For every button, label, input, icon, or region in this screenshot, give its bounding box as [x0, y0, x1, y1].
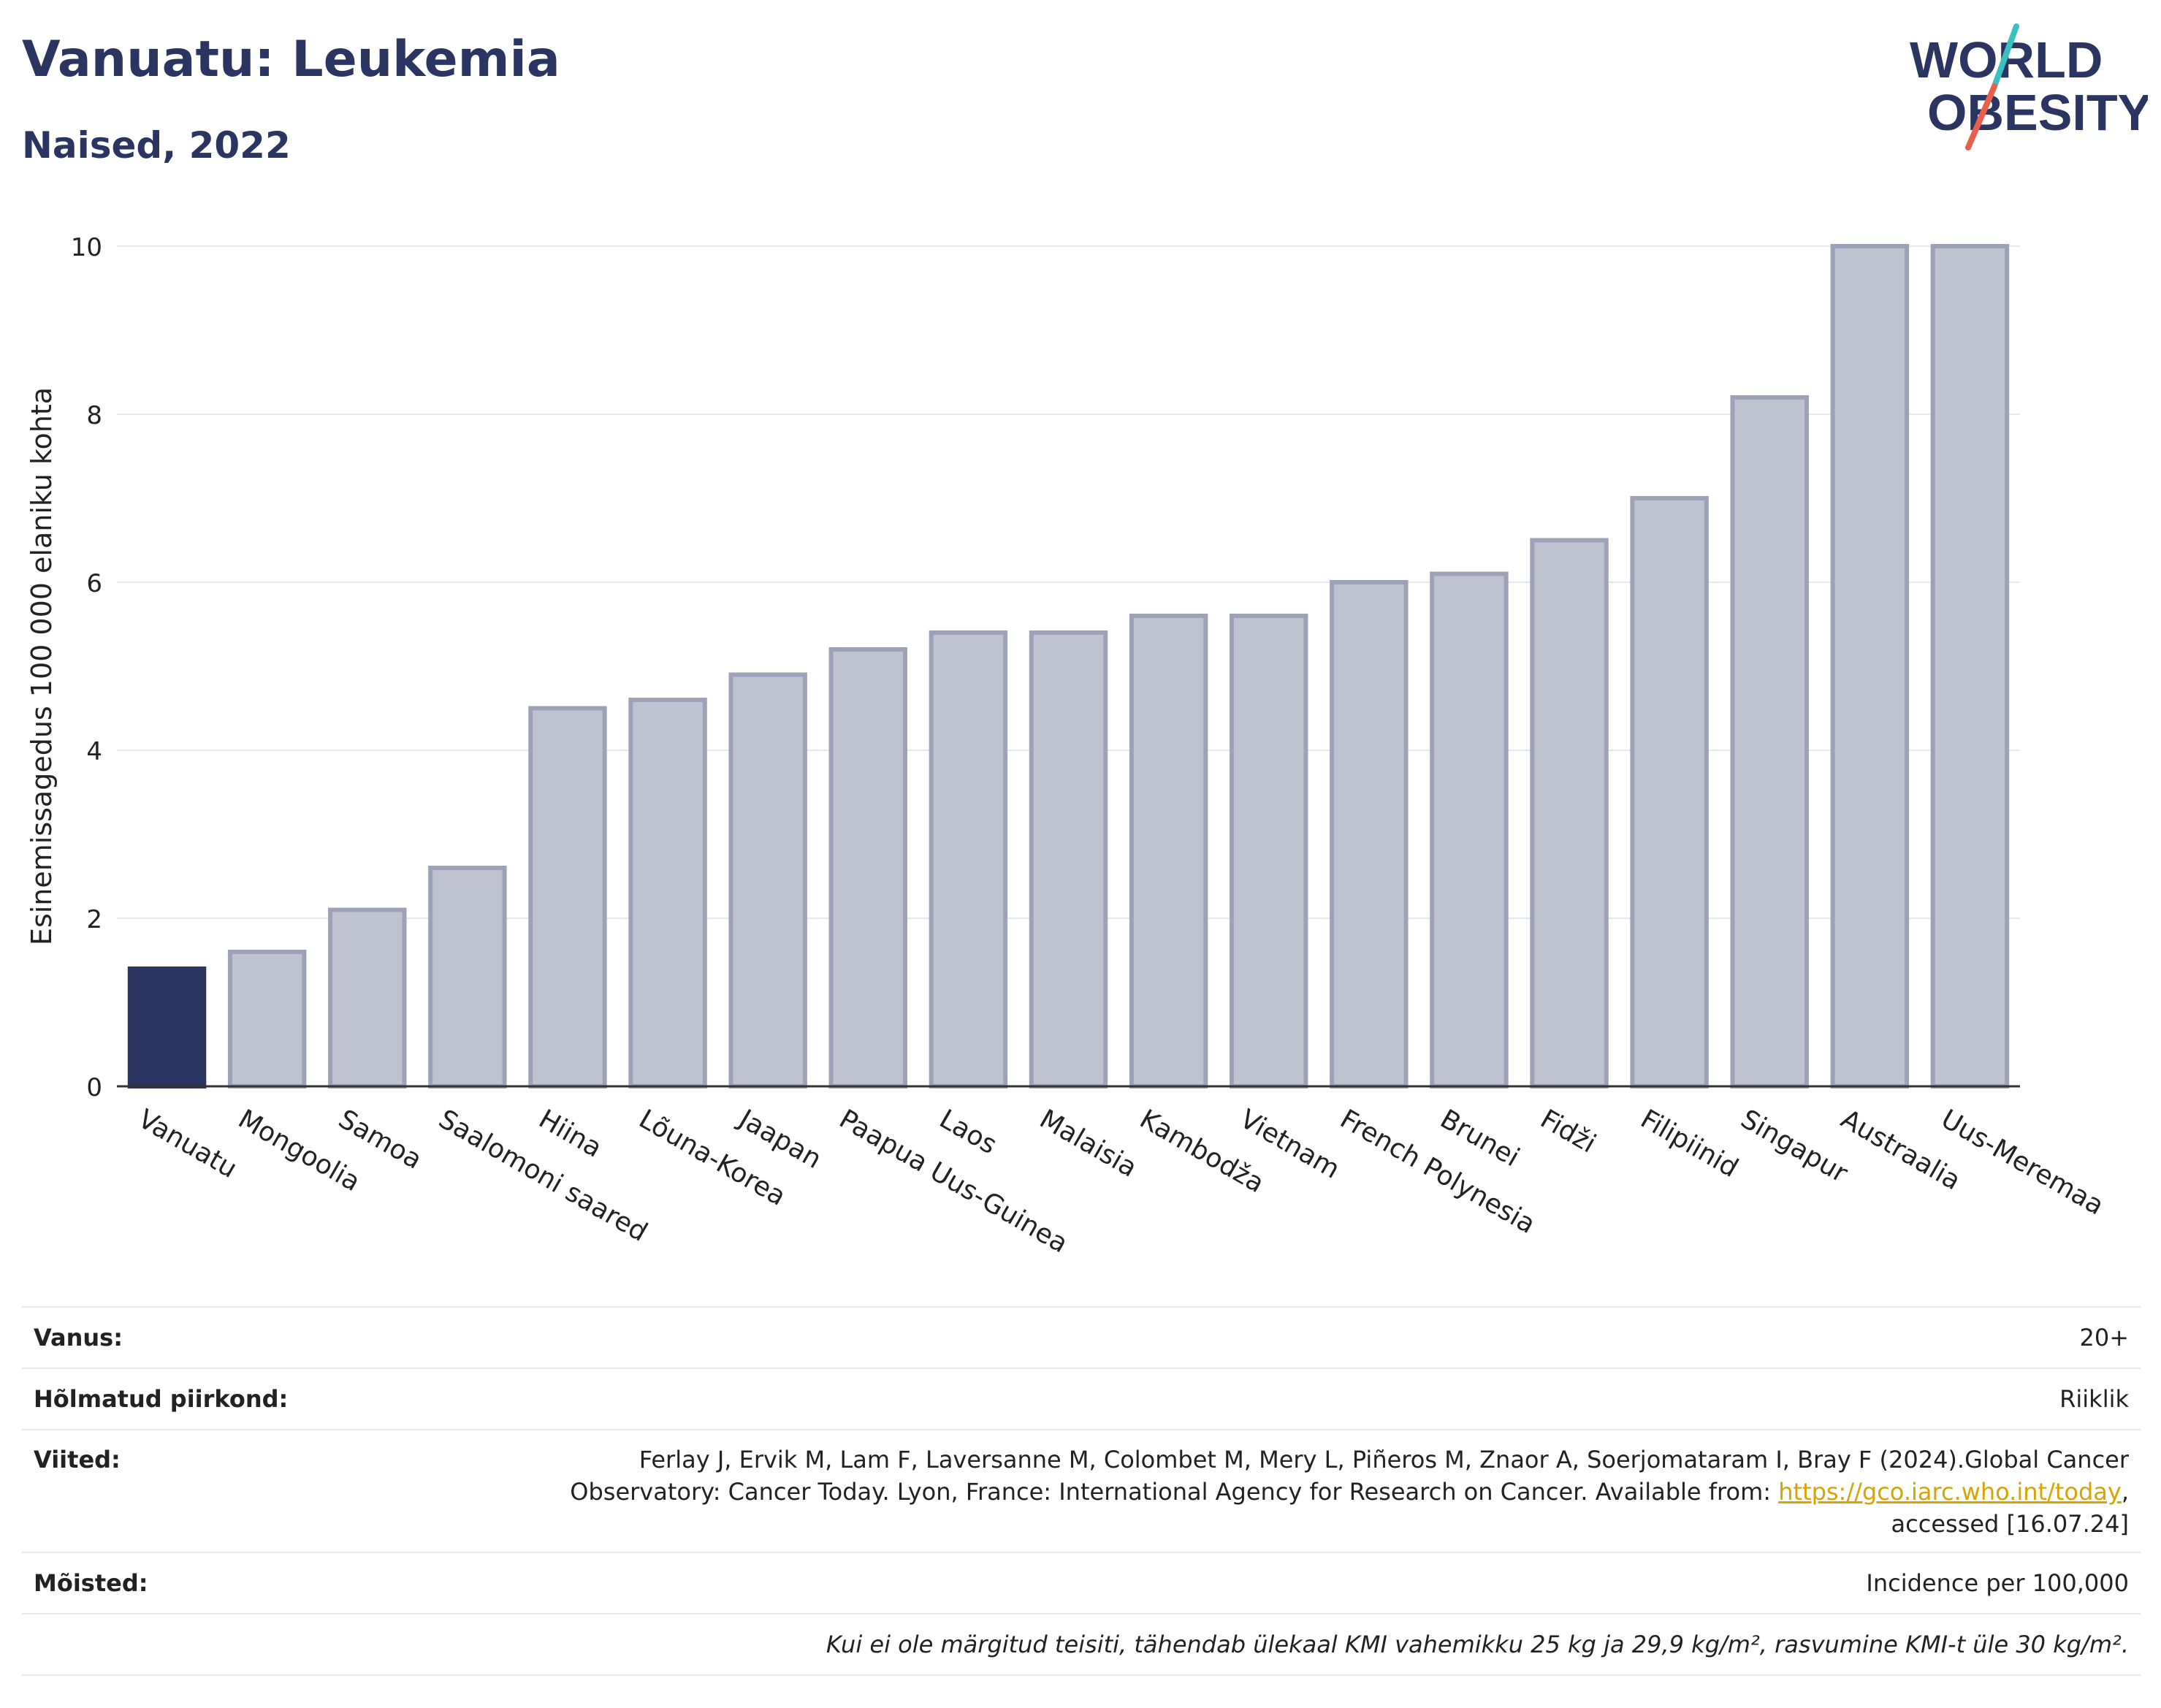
reference-line-2: Observatory: Cancer Today. Lyon, France:…: [570, 1478, 1779, 1506]
bar-fid-i: [1530, 538, 1609, 1089]
info-row-definitions: Mõisted: Incidence per 100,000: [22, 1552, 2141, 1613]
x-tick-label: Singapur: [1736, 1104, 1853, 1189]
info-table: Vanus: 20+ Hõlmatud piirkond: Riiklik Vi…: [22, 1306, 2141, 1676]
logo-text-obesity: OBESITY: [1927, 84, 2148, 141]
y-tick-label: 2: [86, 905, 102, 934]
logo-slash-red: [1965, 83, 1997, 150]
info-label-references: Viited:: [34, 1446, 121, 1473]
bars: [127, 244, 2010, 1089]
info-value-definitions: Incidence per 100,000: [1866, 1569, 2129, 1597]
y-tick-label: 6: [86, 569, 102, 598]
y-tick-label: 8: [86, 401, 102, 430]
y-tick-label: 10: [71, 233, 102, 262]
info-note: Kui ei ole märgitud teisiti, tähendab ül…: [826, 1631, 2129, 1658]
info-row-region: Hõlmatud piirkond: Riiklik: [22, 1368, 2141, 1429]
bar-french-polynesia: [1330, 580, 1409, 1089]
bar-uus-meremaa: [1930, 244, 2010, 1089]
bar-malaisia: [1029, 630, 1108, 1089]
bar-vietnam: [1229, 614, 1308, 1089]
info-label-region: Hõlmatud piirkond:: [34, 1385, 289, 1413]
logo-slash-teal: [1992, 23, 2019, 89]
x-tick-label: Hiina: [533, 1104, 606, 1163]
x-tick-label: Fidži: [1536, 1104, 1601, 1159]
x-tick-label: Uus-Meremaa: [1936, 1104, 2109, 1221]
bar-laos: [929, 630, 1008, 1089]
x-tick-label: Laos: [934, 1104, 1002, 1160]
bar-mongoolia: [227, 950, 307, 1089]
info-row-note: Kui ei ole märgitud teisiti, tähendab ül…: [22, 1613, 2141, 1676]
bar-filipiinid: [1630, 496, 1709, 1089]
bar-jaapan: [728, 672, 807, 1089]
bar-singapur: [1730, 395, 1809, 1089]
info-value-region: Riiklik: [2059, 1385, 2129, 1413]
bar-samoa: [328, 907, 407, 1089]
x-tick-label: Malaisia: [1034, 1104, 1142, 1183]
info-row-age: Vanus: 20+: [22, 1306, 2141, 1368]
chart-title: Vanuatu: Leukemia: [22, 31, 560, 88]
info-row-references: Viited: Ferlay J, Ervik M, Lam F, Lavers…: [22, 1429, 2141, 1552]
reference-line-3: accessed [16.07.24]: [1891, 1510, 2129, 1538]
info-value-references: Ferlay J, Ervik M, Lam F, Laversanne M, …: [570, 1444, 2141, 1540]
info-value-age: 20+: [2079, 1324, 2129, 1351]
x-tick-label: Vanuatu: [133, 1104, 242, 1184]
bar-brunei: [1430, 571, 1509, 1089]
info-label-definitions: Mõisted:: [34, 1569, 148, 1597]
bar-hiina: [528, 706, 607, 1089]
chart-subtitle: Naised, 2022: [22, 124, 291, 167]
x-tick-label: Filipiinid: [1636, 1104, 1743, 1183]
bar-l-una-korea: [628, 698, 707, 1089]
y-tick-label: 4: [86, 737, 102, 766]
y-tick-labels: 0 2 4 6 8 10: [71, 233, 102, 1102]
bar-austraalia: [1830, 244, 1910, 1089]
y-tick-label: 0: [86, 1073, 102, 1102]
world-obesity-logo: WORLD OBESITY: [1910, 23, 2148, 150]
bar-vanuatu: [127, 967, 207, 1089]
reference-line-1: Ferlay J, Ervik M, Lam F, Laversanne M, …: [639, 1446, 2129, 1473]
bar-paapua-uus-guinea: [828, 647, 908, 1089]
bar-saalomoni-saared: [428, 866, 507, 1089]
bar-kambod-a: [1129, 614, 1208, 1089]
reference-line-2-end: ,: [2121, 1478, 2129, 1506]
y-axis-label: Esinemissagedus 100 000 elaniku kohta: [26, 387, 58, 945]
reference-link[interactable]: https://gco.iarc.who.int/today: [1778, 1478, 2122, 1506]
info-label-age: Vanus:: [34, 1324, 123, 1351]
